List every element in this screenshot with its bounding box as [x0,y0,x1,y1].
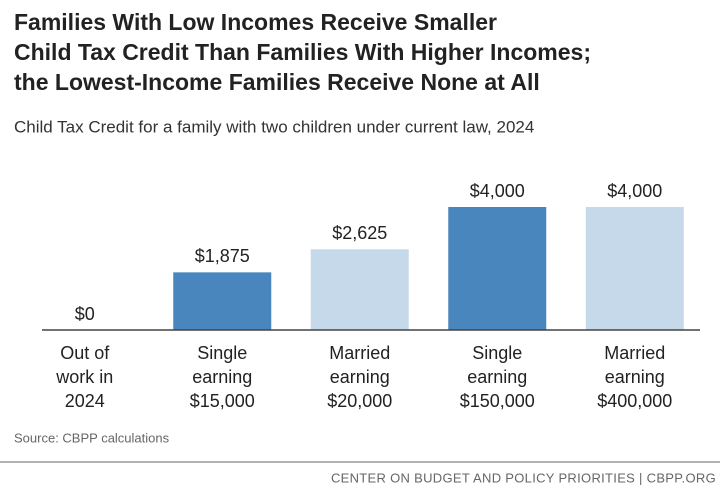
x-tick-label: Married [329,343,390,363]
x-tick-label: earning [330,367,390,387]
bar [585,207,684,330]
x-tick-label: Single [197,343,247,363]
value-label: $4,000 [470,181,525,201]
value-label: $4,000 [607,181,662,201]
x-tick-label: Married [604,343,665,363]
chart-title: Child Tax Credit Than Families With High… [14,39,591,65]
bar [173,272,272,330]
value-label: $1,875 [195,246,250,266]
x-tick-label: $20,000 [327,391,392,411]
chart-subtitle: Child Tax Credit for a family with two c… [14,117,534,136]
chart-title: Families With Low Incomes Receive Smalle… [14,9,497,35]
bar [310,249,409,330]
value-label: $0 [75,304,95,324]
x-tick-label: Single [472,343,522,363]
x-tick-label: Out of [60,343,110,363]
bar [448,207,547,330]
x-tick-label: $150,000 [460,391,535,411]
x-tick-label: $15,000 [190,391,255,411]
x-tick-label: earning [467,367,527,387]
x-tick-label: 2024 [65,391,105,411]
footer: CENTER ON BUDGET AND POLICY PRIORITIES |… [331,470,716,485]
source: Source: CBPP calculations [14,430,170,445]
value-label: $2,625 [332,223,387,243]
x-tick-label: earning [192,367,252,387]
x-tick-label: work in [55,367,113,387]
x-tick-label: $400,000 [597,391,672,411]
chart-title: the Lowest-Income Families Receive None … [14,69,540,95]
x-tick-label: earning [605,367,665,387]
